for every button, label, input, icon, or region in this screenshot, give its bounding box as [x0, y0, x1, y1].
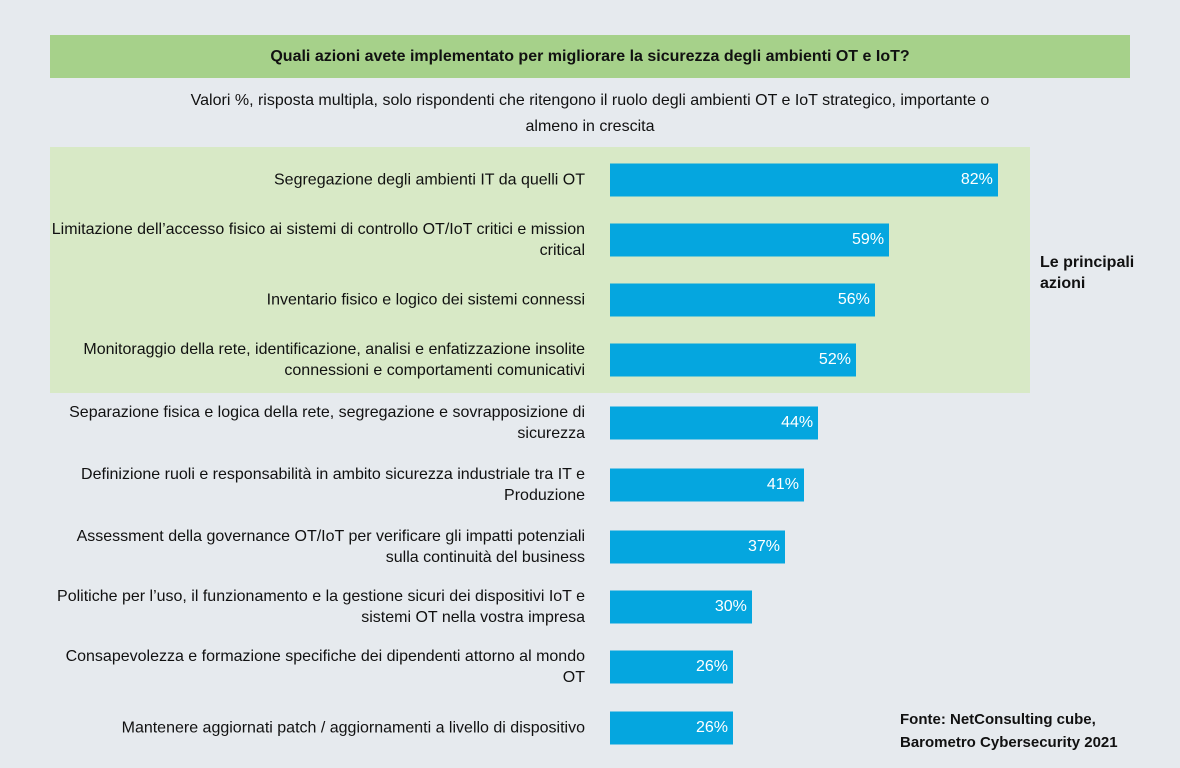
bar [610, 711, 733, 745]
category-label: Segregazione degli ambienti IT da quelli… [274, 171, 585, 189]
category-label: Assessment della governance OT/IoT per v… [76, 528, 585, 566]
annotation: Le principali azioni [1040, 254, 1135, 292]
bar [610, 163, 998, 197]
bar [610, 406, 819, 440]
value-label: 37% [747, 538, 780, 555]
chart-title: Quali azioni avete implementato per migl… [50, 35, 1130, 78]
bar [610, 343, 856, 377]
value-label: 44% [781, 414, 814, 431]
bar [610, 530, 785, 564]
category-label: Inventario fisico e logico dei sistemi c… [266, 291, 585, 309]
value-label: 59% [852, 231, 885, 248]
value-label: 56% [837, 291, 870, 308]
value-label: 82% [960, 171, 993, 188]
bar [610, 468, 804, 502]
bar [610, 650, 733, 684]
source: Fonte: NetConsulting cube, Barometro Cyb… [900, 711, 1118, 751]
bar [610, 590, 752, 624]
value-label: 26% [695, 658, 728, 675]
category-label: Politiche per l’uso, il funzionamento e … [57, 588, 585, 626]
category-label: Mantenere aggiornati patch / aggiornamen… [121, 719, 585, 737]
value-label: 26% [695, 719, 728, 736]
category-label: Monitoraggio della rete, identificazione… [83, 341, 585, 379]
category-label: Separazione fisica e logica della rete, … [69, 404, 585, 442]
value-label: 30% [714, 598, 747, 615]
value-label: 41% [766, 476, 799, 493]
bar [610, 223, 890, 257]
value-label: 52% [818, 351, 851, 368]
category-label: Consapevolezza e formazione specifiche d… [65, 648, 585, 686]
category-label: Definizione ruoli e responsabilità in am… [81, 466, 585, 504]
subtitle: Valori %, risposta multipla, solo rispon… [190, 92, 990, 135]
bar [610, 283, 875, 317]
category-label: Limitazione dell’accesso fisico ai siste… [51, 221, 585, 259]
